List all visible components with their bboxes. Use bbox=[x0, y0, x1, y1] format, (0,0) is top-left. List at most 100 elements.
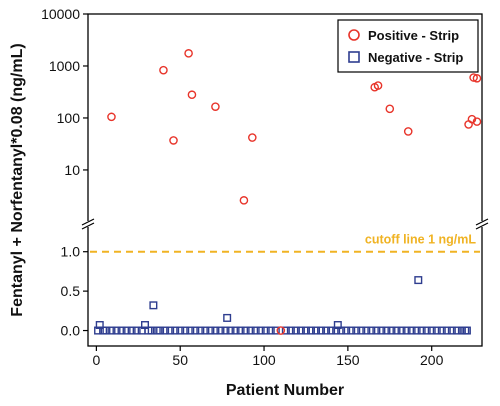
negative-strip-point bbox=[94, 326, 103, 335]
negative-strip-point bbox=[149, 301, 158, 310]
negative-strip-point bbox=[256, 326, 265, 335]
negative-strip-point bbox=[117, 326, 126, 335]
negative-strip-point bbox=[306, 326, 315, 335]
negative-strip-point bbox=[236, 326, 245, 335]
negative-strip-point bbox=[337, 326, 346, 335]
negative-strip-point bbox=[332, 326, 341, 335]
negative-strip-point bbox=[241, 326, 250, 335]
negative-strip-point bbox=[147, 326, 156, 335]
negative-strip-point bbox=[156, 326, 165, 335]
negative-strip-point bbox=[161, 326, 170, 335]
negative-strip-point bbox=[216, 326, 225, 335]
cutoff-label: cutoff line 1 ng/mL bbox=[365, 233, 476, 247]
break-line bbox=[475, 222, 489, 230]
negative-strip-point bbox=[412, 326, 421, 335]
break-line bbox=[81, 218, 95, 226]
positive-strip-point bbox=[239, 196, 249, 205]
negative-strip-point bbox=[437, 326, 446, 335]
negative-strip-point bbox=[387, 326, 396, 335]
negative-strip-point bbox=[362, 326, 371, 335]
negative-strip-point bbox=[122, 326, 131, 335]
data-points bbox=[94, 49, 482, 335]
y-tick-label: 100 bbox=[57, 110, 81, 126]
negative-strip-point bbox=[357, 326, 366, 335]
negative-strip-point bbox=[201, 326, 210, 335]
y-tick-label: 0.5 bbox=[61, 283, 81, 299]
negative-strip-point bbox=[226, 326, 235, 335]
x-tick-label: 50 bbox=[172, 352, 188, 368]
y-tick-label: 1000 bbox=[49, 58, 80, 74]
y-tick-label: 1.0 bbox=[61, 244, 81, 260]
negative-strip-point bbox=[127, 326, 136, 335]
break-line bbox=[81, 222, 95, 230]
negative-strip-point bbox=[392, 326, 401, 335]
negative-strip-point bbox=[417, 326, 426, 335]
y-tick-label: 0.0 bbox=[61, 323, 81, 339]
negative-strip-point bbox=[171, 326, 180, 335]
negative-strip-point bbox=[462, 326, 471, 335]
negative-strip-point bbox=[317, 326, 326, 335]
negative-strip-point bbox=[281, 326, 290, 335]
negative-strip-point bbox=[414, 276, 423, 285]
y-tick-label: 10000 bbox=[41, 6, 80, 22]
negative-strip-point bbox=[196, 326, 205, 335]
negative-strip-point bbox=[377, 326, 386, 335]
negative-strip-point bbox=[452, 326, 461, 335]
break-line bbox=[475, 218, 489, 226]
positive-strip-point bbox=[403, 127, 413, 136]
negative-strip-point bbox=[327, 326, 336, 335]
negative-strip-point bbox=[296, 326, 305, 335]
negative-strip-point bbox=[266, 326, 275, 335]
negative-strip-point bbox=[231, 326, 240, 335]
positive-strip-point bbox=[467, 114, 477, 124]
negative-strip-point bbox=[367, 326, 376, 335]
negative-strip-point bbox=[397, 326, 406, 335]
negative-strip-point bbox=[206, 326, 215, 335]
negative-strip-point bbox=[286, 326, 295, 335]
legend-label: Negative - Strip bbox=[368, 50, 463, 65]
negative-strip-point bbox=[372, 326, 381, 335]
plot-frame bbox=[87, 13, 483, 347]
positive-strip-point bbox=[211, 102, 220, 111]
negative-strip-point bbox=[347, 326, 356, 335]
negative-strip-point bbox=[246, 326, 255, 335]
negative-strip-point bbox=[271, 326, 280, 335]
positive-strip-point bbox=[276, 326, 286, 335]
positive-strip-point bbox=[159, 65, 168, 75]
positive-strip-point bbox=[472, 73, 482, 83]
negative-strip-point bbox=[312, 326, 321, 335]
negative-strip-point bbox=[166, 326, 175, 335]
negative-strip-point bbox=[107, 326, 116, 335]
positive-strip-point bbox=[169, 136, 178, 145]
negative-strip-point bbox=[342, 326, 351, 335]
negative-strip-point bbox=[432, 326, 441, 335]
negative-strip-point bbox=[132, 326, 141, 335]
negative-strip-point bbox=[211, 326, 220, 335]
positive-strip-point bbox=[184, 49, 193, 58]
negative-strip-point bbox=[261, 326, 270, 335]
negative-strip-point bbox=[447, 326, 456, 335]
negative-strip-point bbox=[442, 326, 451, 335]
negative-strip-point bbox=[176, 326, 185, 335]
negative-strip-point bbox=[382, 326, 391, 335]
cutoff-line-group: cutoff line 1 ng/mL bbox=[90, 233, 480, 253]
positive-strip-point bbox=[187, 90, 197, 100]
negative-strip-point bbox=[251, 326, 260, 335]
positive-strip-point bbox=[472, 117, 482, 126]
y-tick-label: 10 bbox=[64, 162, 80, 178]
negative-strip-point bbox=[407, 326, 416, 335]
negative-strip-point bbox=[191, 326, 200, 335]
axis-break-marks bbox=[81, 218, 489, 230]
x-tick-label: 0 bbox=[92, 352, 100, 368]
negative-strip-point bbox=[427, 326, 436, 335]
x-axis-title: Patient Number bbox=[226, 382, 344, 399]
negative-strip-point bbox=[102, 326, 111, 335]
positive-strip-point bbox=[248, 133, 257, 142]
axis-ticks: 0 50 100 150 200 10 100 1000 10000 0.0 0.5 1.0 bbox=[41, 6, 444, 368]
positive-strip-point bbox=[385, 104, 395, 114]
x-tick-label: 150 bbox=[336, 352, 360, 368]
negative-strip-point bbox=[402, 326, 411, 335]
legend-marker-positive bbox=[348, 29, 360, 41]
negative-strip-point bbox=[221, 326, 230, 335]
